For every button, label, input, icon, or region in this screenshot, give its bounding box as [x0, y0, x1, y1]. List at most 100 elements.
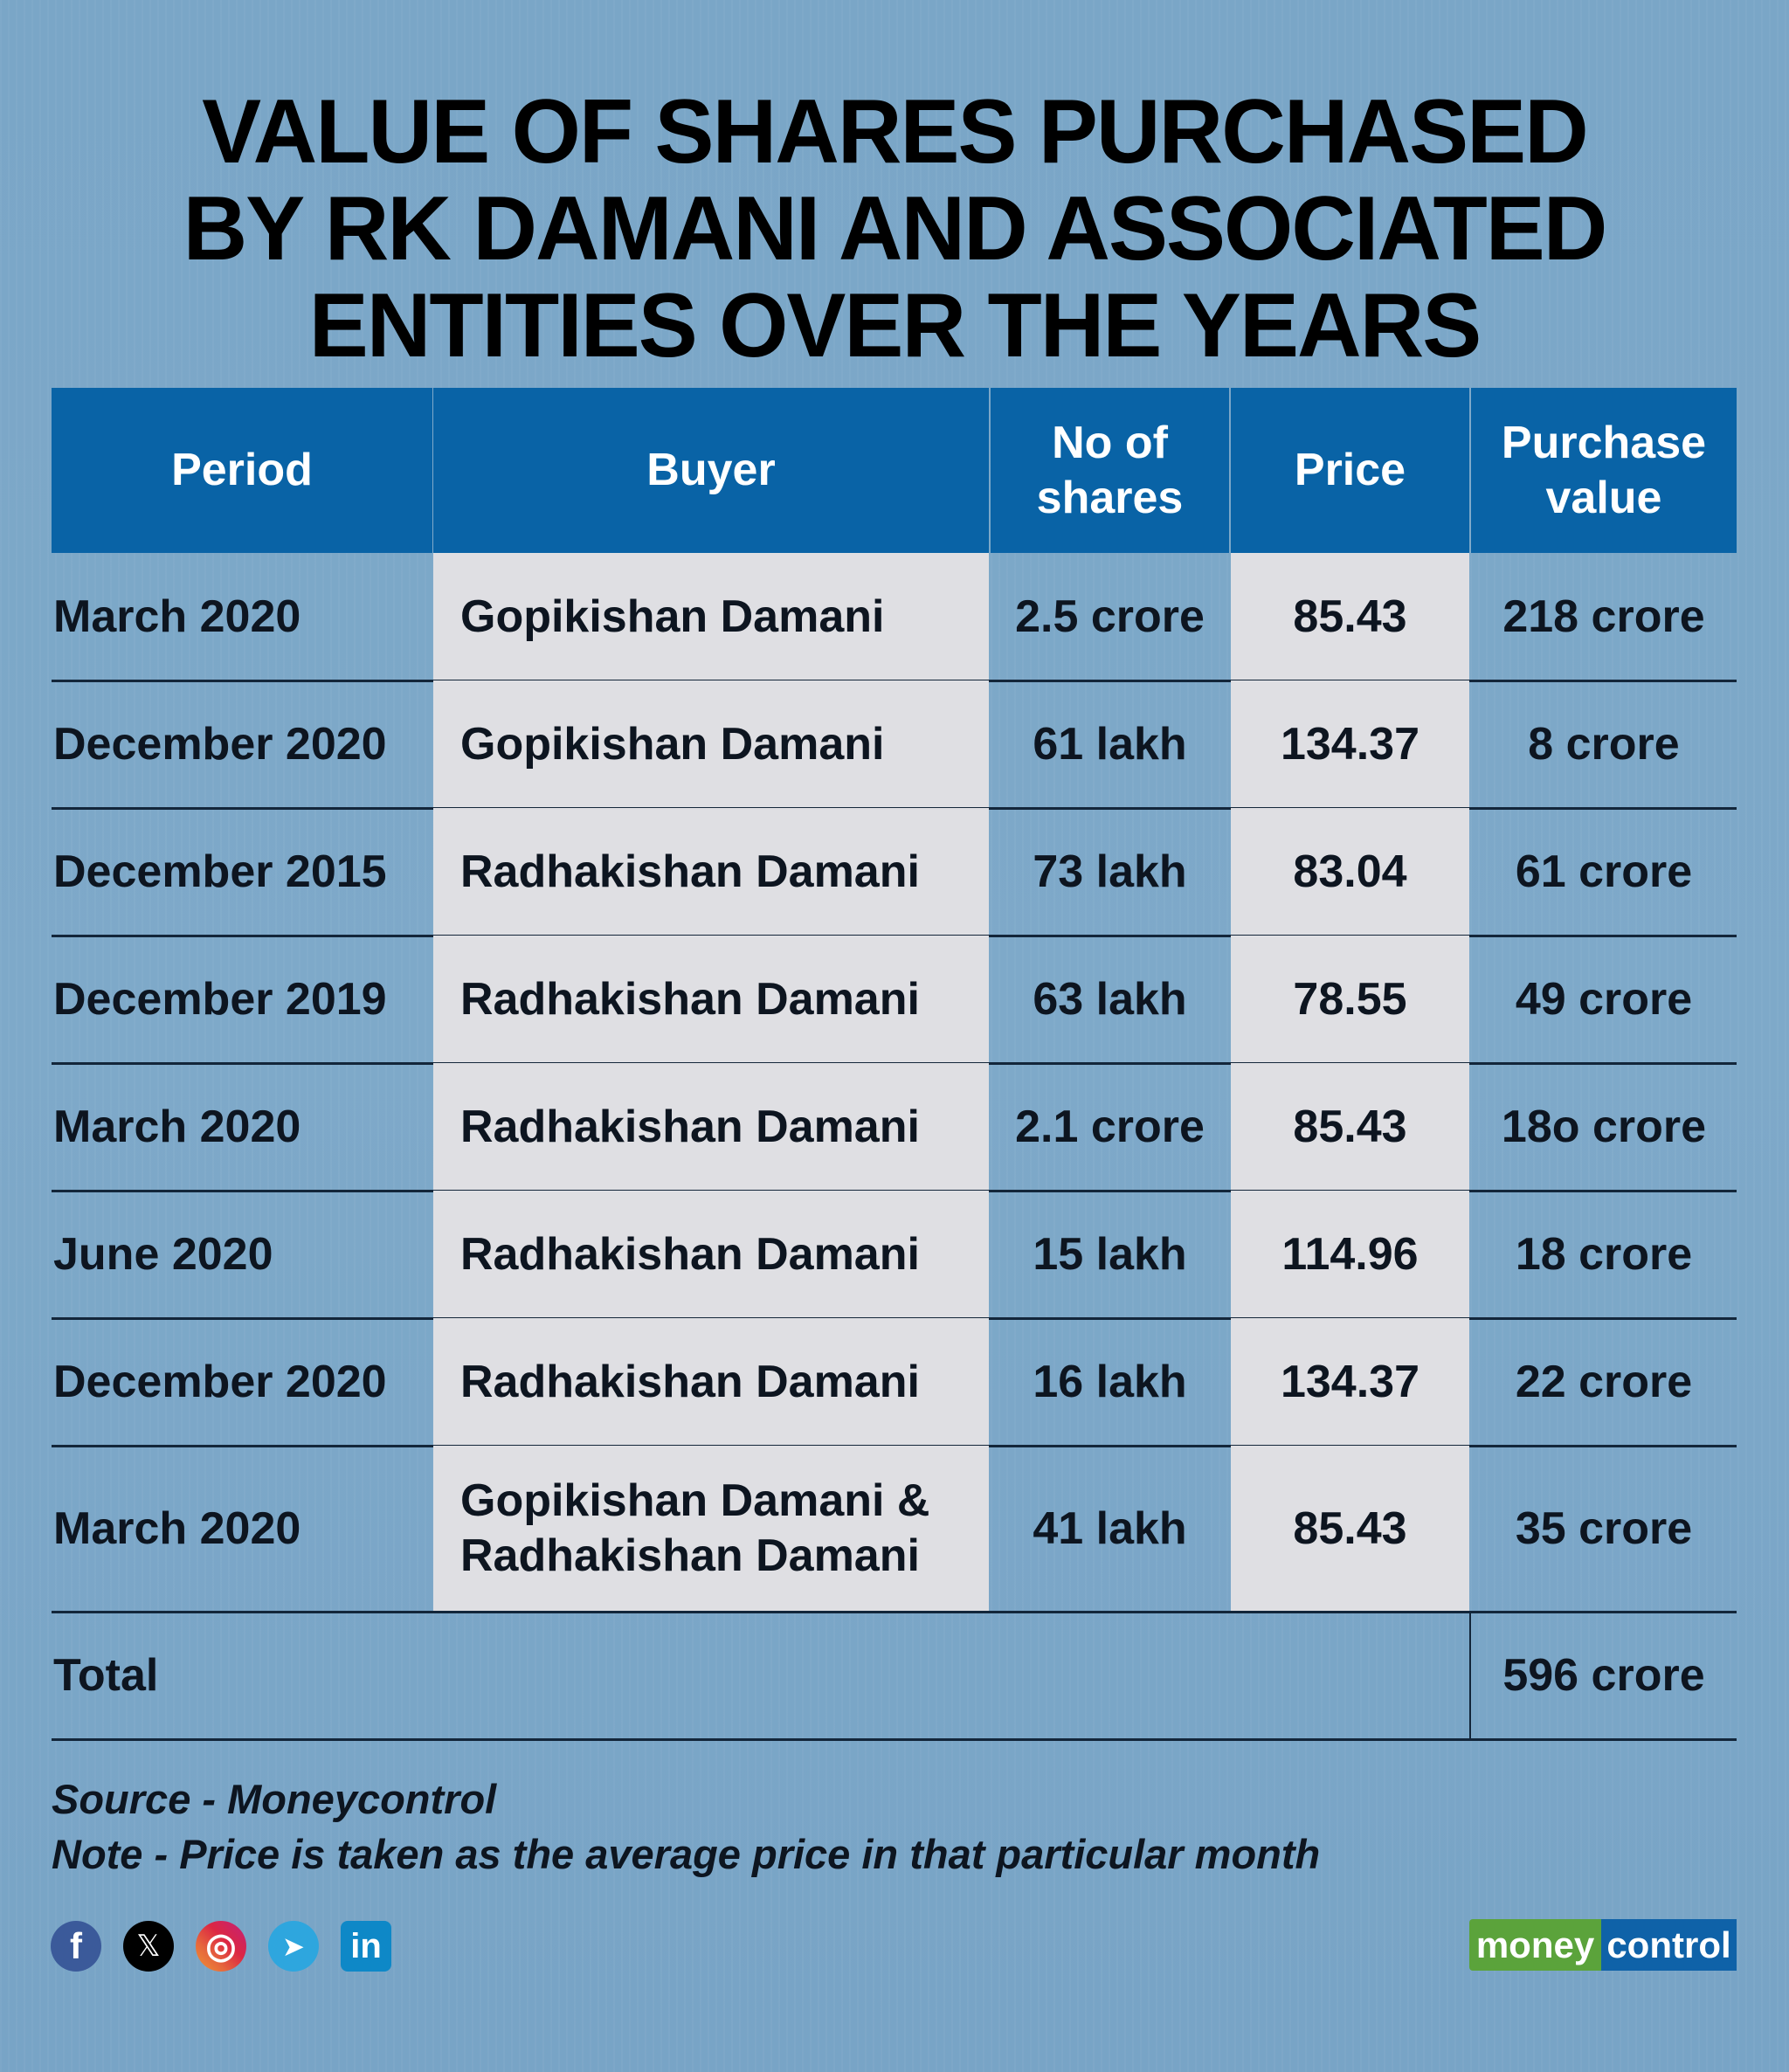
logo-money: money — [1469, 1919, 1601, 1971]
cell-buyer: Gopikishan Damani — [433, 553, 989, 680]
cell-buyer: Radhakishan Damani — [433, 1191, 989, 1318]
source-note: Source - Moneycontrol — [52, 1776, 497, 1822]
price-value: 134.37 — [1280, 718, 1420, 770]
cell-shares: 15 lakh — [991, 1191, 1229, 1318]
column-header-label: Purchase value — [1502, 416, 1706, 526]
value-value: 18 crore — [1515, 1228, 1693, 1280]
total-label: Total — [53, 1649, 159, 1701]
cell-buyer: Gopikishan Damani & Radhakishan Damani — [433, 1446, 989, 1612]
value-value: 8 crore — [1528, 718, 1680, 770]
column-header-line: No of — [1052, 417, 1168, 468]
value-value: 49 crore — [1515, 973, 1693, 1025]
cell-period: December 2015 — [52, 808, 434, 936]
period-value: March 2020 — [53, 1101, 301, 1152]
cell-period: December 2019 — [52, 936, 434, 1063]
buyer-name-line: Radhakishan Damani — [460, 1101, 920, 1152]
shares-value: 73 lakh — [1033, 846, 1187, 897]
buyer-name: Radhakishan Damani — [460, 972, 920, 1027]
row-divider — [52, 1611, 1737, 1613]
shares-value: 41 lakh — [1033, 1502, 1187, 1554]
page-title: VALUE OF SHARES PURCHASED BY RK DAMANI A… — [0, 84, 1789, 375]
period-value: March 2020 — [53, 591, 301, 642]
buyer-name-line: Radhakishan Damani — [460, 1530, 920, 1581]
facebook-icon[interactable]: f — [51, 1921, 101, 1972]
cell-value: 8 crore — [1471, 680, 1737, 808]
telegram-icon[interactable]: ➤ — [268, 1921, 319, 1972]
cell-buyer: Gopikishan Damani — [433, 680, 989, 808]
period-value: June 2020 — [53, 1228, 273, 1280]
cell-shares: 41 lakh — [991, 1446, 1229, 1612]
period-value: December 2019 — [53, 973, 387, 1025]
cell-price: 85.43 — [1231, 1063, 1469, 1191]
column-header-period: Period — [52, 388, 432, 553]
column-header-value: Purchase value — [1471, 388, 1737, 553]
linkedin-icon[interactable]: in — [341, 1921, 391, 1972]
price-value: 114.96 — [1281, 1228, 1419, 1280]
column-header-line: Purchase — [1501, 417, 1707, 468]
cell-value: 61 crore — [1471, 808, 1737, 936]
cell-shares: 2.1 crore — [991, 1063, 1229, 1191]
buyer-name: Gopikishan Damani — [460, 717, 884, 772]
buyer-name-line: Gopikishan Damani — [460, 591, 885, 642]
price-value: 85.43 — [1293, 1502, 1407, 1554]
price-value: 85.43 — [1293, 591, 1407, 642]
value-value: 22 crore — [1515, 1356, 1693, 1407]
period-value: December 2015 — [53, 846, 387, 897]
column-header-price: Price — [1231, 388, 1469, 553]
cell-value: 18 crore — [1471, 1191, 1737, 1318]
buyer-name-line: Radhakishan Damani — [460, 973, 920, 1025]
price-value: 83.04 — [1293, 846, 1407, 897]
cell-value: 218 crore — [1471, 553, 1737, 680]
cell-buyer: Radhakishan Damani — [433, 1063, 989, 1191]
buyer-name-line: Radhakishan Damani — [460, 846, 920, 897]
cell-shares: 61 lakh — [991, 680, 1229, 808]
column-header-line: shares — [1036, 472, 1184, 523]
column-header-label: Period — [171, 443, 313, 498]
title-line-3: ENTITIES OVER THE YEARS — [308, 275, 1482, 376]
price-value: 85.43 — [1293, 1101, 1407, 1152]
cell-period: June 2020 — [52, 1191, 434, 1318]
price-value: 78.55 — [1293, 973, 1407, 1025]
cell-buyer: Radhakishan Damani — [433, 808, 989, 936]
shares-value: 16 lakh — [1033, 1356, 1187, 1407]
value-value: 35 crore — [1515, 1502, 1693, 1554]
value-value: 18o crore — [1501, 1101, 1707, 1152]
instagram-icon[interactable]: ◎ — [196, 1921, 246, 1972]
shares-value: 2.5 crore — [1015, 591, 1205, 642]
total-divider — [1469, 1612, 1471, 1739]
buyer-name: Radhakishan Damani — [460, 1227, 920, 1282]
cell-price: 134.37 — [1231, 680, 1469, 808]
column-header-line: Period — [171, 445, 313, 495]
footer-notes: Source - Moneycontrol Note - Price is ta… — [52, 1772, 1320, 1882]
title-line-1: VALUE OF SHARES PURCHASED — [202, 81, 1589, 183]
column-header-line: Price — [1294, 445, 1406, 495]
buyer-name: Gopikishan Damani — [460, 590, 884, 645]
cell-value: 22 crore — [1471, 1318, 1737, 1446]
cell-price: 85.43 — [1231, 1446, 1469, 1612]
table-bottom-border — [52, 1738, 1737, 1741]
column-header-label: Price — [1295, 443, 1406, 498]
cell-buyer: Radhakishan Damani — [433, 1318, 989, 1446]
buyer-name: Radhakishan Damani — [460, 1100, 920, 1155]
price-note: Note - Price is taken as the average pri… — [52, 1831, 1321, 1877]
x-icon[interactable]: 𝕏 — [123, 1921, 174, 1972]
column-header-label: Buyer — [646, 443, 775, 498]
total-value: 596 crore — [1502, 1649, 1705, 1701]
cell-shares: 73 lakh — [991, 808, 1229, 936]
cell-value: 35 crore — [1471, 1446, 1737, 1612]
cell-price: 78.55 — [1231, 936, 1469, 1063]
column-header-line: Buyer — [646, 445, 776, 495]
cell-period: December 2020 — [52, 1318, 434, 1446]
shares-value: 61 lakh — [1033, 718, 1187, 770]
price-value: 134.37 — [1280, 1356, 1420, 1407]
title-line-2: BY RK DAMANI AND ASSOCIATED — [183, 178, 1608, 280]
buyer-name-line: Gopikishan Damani — [460, 718, 885, 770]
logo-control: control — [1601, 1919, 1737, 1971]
cell-period: March 2020 — [52, 1446, 434, 1612]
buyer-name: Radhakishan Damani — [460, 1355, 920, 1410]
cell-price: 114.96 — [1231, 1191, 1469, 1318]
cell-shares: 2.5 crore — [991, 553, 1229, 680]
buyer-name-line: Radhakishan Damani — [460, 1228, 920, 1280]
buyer-name-line: Gopikishan Damani & — [460, 1475, 930, 1526]
cell-buyer: Radhakishan Damani — [433, 936, 989, 1063]
